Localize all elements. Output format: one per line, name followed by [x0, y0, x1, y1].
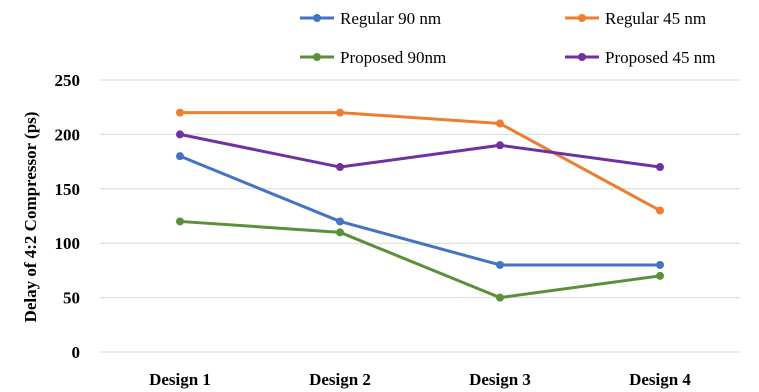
data-point: [176, 152, 184, 161]
legend-swatch-marker: [578, 53, 586, 61]
data-point: [656, 271, 664, 280]
x-category-label: Design 2: [309, 370, 371, 389]
y-axis-ticks: 0 50 100 150 200 250: [55, 71, 81, 362]
data-point: [496, 119, 504, 128]
legend-swatch-marker: [578, 14, 586, 22]
series-line: [178, 132, 662, 169]
data-point: [176, 130, 184, 139]
data-point: [496, 293, 504, 302]
data-point: [336, 217, 344, 226]
data-point: [496, 141, 504, 150]
series-3: [176, 217, 664, 302]
x-category-label: Design 1: [149, 370, 211, 389]
y-axis-label: Delay of 4:2 Compressor (ps): [21, 112, 40, 323]
legend-label: Proposed 45 nm: [605, 48, 716, 67]
legend-swatch-marker: [313, 53, 321, 61]
legend-swatch-marker: [313, 14, 321, 22]
legend-label: Proposed 90nm: [340, 48, 446, 67]
series-lines: [176, 108, 664, 302]
legend-entry: Regular 45 nm: [565, 9, 706, 28]
y-tick-label: 50: [63, 289, 80, 308]
data-point: [496, 260, 504, 269]
gridlines: [100, 79, 740, 353]
series-line: [178, 154, 662, 267]
data-point: [176, 108, 184, 117]
data-point: [336, 108, 344, 117]
y-tick-label: 200: [55, 125, 81, 144]
data-point: [656, 163, 664, 172]
y-tick-label: 100: [55, 234, 81, 253]
data-point: [656, 206, 664, 215]
x-category-label: Design 4: [629, 370, 691, 389]
legend-label: Regular 45 nm: [605, 9, 706, 28]
series-4: [176, 130, 664, 172]
legend: Regular 90 nm Regular 45 nm Proposed 90nm P…: [300, 9, 716, 67]
legend-entry: Proposed 45 nm: [565, 48, 716, 67]
legend-entry: Regular 90 nm: [300, 9, 441, 28]
series-1: [176, 152, 664, 269]
series-2: [176, 108, 664, 215]
x-category-label: Design 3: [469, 370, 531, 389]
data-point: [336, 163, 344, 172]
series-line: [178, 219, 662, 300]
legend-label: Regular 90 nm: [340, 9, 441, 28]
data-point: [656, 260, 664, 269]
y-tick-label: 0: [72, 343, 81, 362]
legend-entry: Proposed 90nm: [300, 48, 446, 67]
series-line: [178, 111, 662, 213]
y-tick-label: 250: [55, 71, 81, 90]
x-axis-categories: Design 1 Design 2 Design 3 Design 4: [149, 370, 691, 389]
data-point: [336, 228, 344, 237]
data-point: [176, 217, 184, 226]
y-tick-label: 150: [55, 180, 81, 199]
